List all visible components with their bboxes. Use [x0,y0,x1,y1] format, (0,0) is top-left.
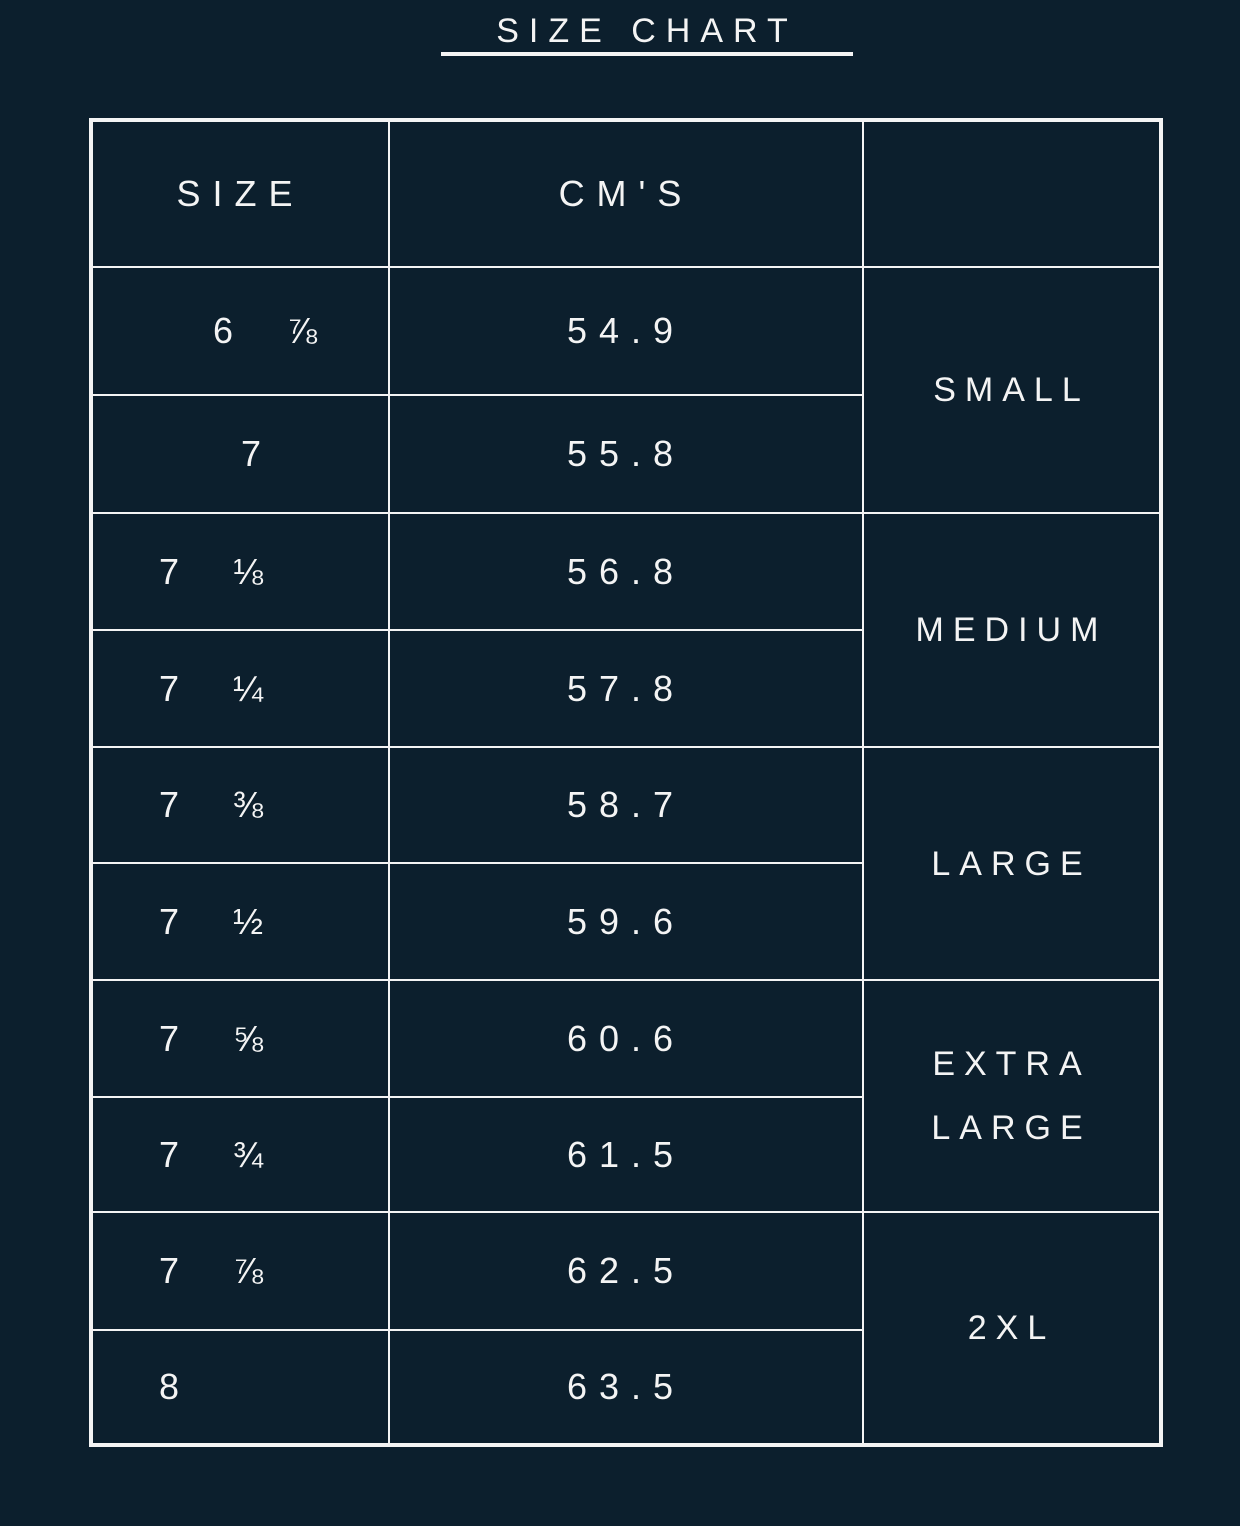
cm-cell: 61.5 [389,1097,863,1212]
size-cell: 7 ⅛ [92,513,389,630]
cm-cell: 56.8 [389,513,863,630]
size-chart-table: SIZE CM'S 6 ⅞ 54.9 7 55.8 7 ⅛ 56.8 7 ¼ 5… [89,118,1163,1447]
cm-cell: 54.9 [389,267,863,395]
cm-cell: 55.8 [389,395,863,513]
group-large: LARGE [863,747,1160,980]
group-2xl: 2XL [863,1212,1160,1444]
size-cell: 7 ¼ [92,630,389,747]
cm-cell: 58.7 [389,747,863,863]
size-cell: 7 ⅝ [92,980,389,1097]
cm-cell: 62.5 [389,1212,863,1330]
cm-cell: 57.8 [389,630,863,747]
size-cell: 8 [92,1330,389,1444]
group-medium: MEDIUM [863,513,1160,747]
group-small: SMALL [863,267,1160,513]
size-cell: 7 ⅜ [92,747,389,863]
header-cms: CM'S [389,121,863,267]
size-cell: 7 ½ [92,863,389,980]
group-extra-large: EXTRA LARGE [863,980,1160,1212]
size-cell: 7 [92,395,389,513]
page-title: SIZE CHART [441,12,853,56]
header-group [863,121,1160,267]
cm-cell: 59.6 [389,863,863,980]
size-cell: 7 ⅞ [92,1212,389,1330]
cm-cell: 63.5 [389,1330,863,1444]
size-cell: 7 ¾ [92,1097,389,1212]
size-cell: 6 ⅞ [92,267,389,395]
cm-cell: 60.6 [389,980,863,1097]
header-size: SIZE [92,121,389,267]
